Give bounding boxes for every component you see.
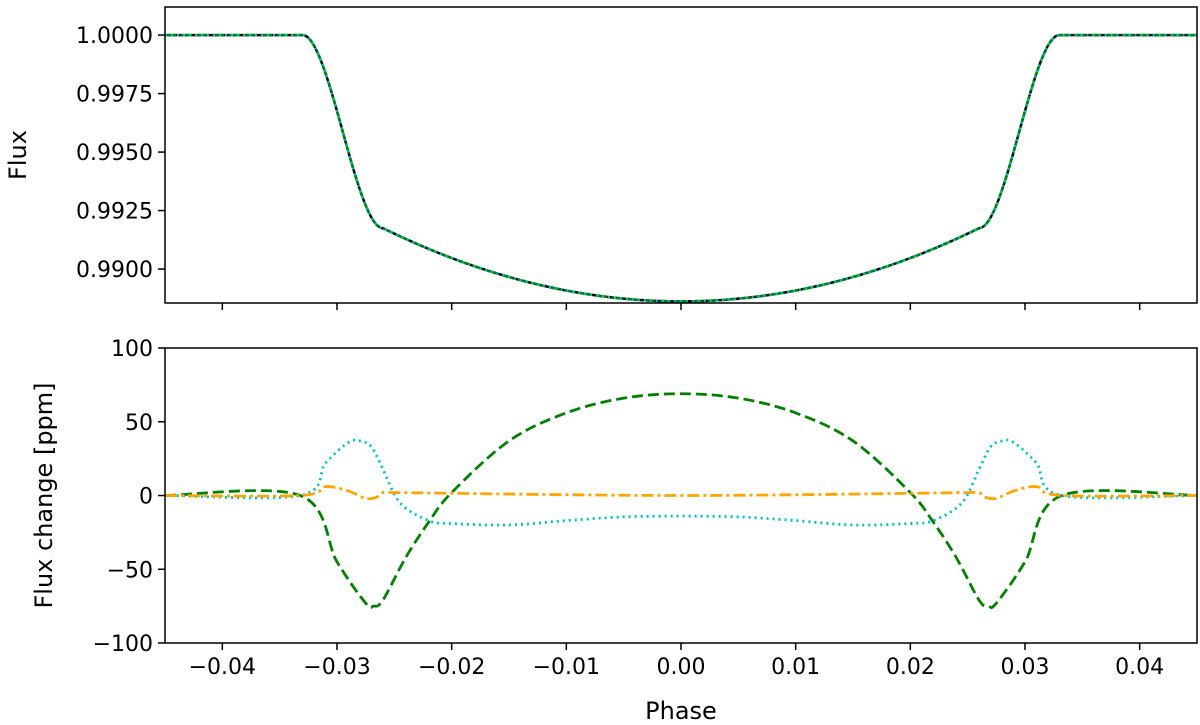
x-tick-label-2: −0.02 (418, 655, 485, 680)
x-tick-label-1: −0.03 (303, 655, 370, 680)
top-y-tick-label-3: 0.9975 (76, 83, 153, 108)
x-tick-label-3: −0.01 (533, 655, 600, 680)
top-tick-group: 0.9900 0.9925 0.9950 0.9975 1.0000 (76, 24, 1141, 310)
bottom-y-tick-label-3: 50 (125, 411, 153, 436)
bottom-y-axis-label: Flux change [ppm] (30, 382, 58, 608)
top-series-line-0 (165, 33, 1197, 303)
bottom-y-tick-label-4: 100 (111, 337, 153, 362)
top-series-line-2 (165, 33, 1197, 303)
x-tick-label-0: −0.04 (189, 655, 256, 680)
top-y-axis-label: Flux (4, 130, 32, 180)
top-y-tick-label-2: 0.9950 (76, 141, 153, 166)
top-series-line-1 (165, 33, 1197, 303)
x-tick-label-8: 0.04 (1115, 655, 1164, 680)
top-y-tick-label-1: 0.9925 (76, 200, 153, 225)
bottom-tick-group: −0.04 −0.03 −0.02 −0.01 0.00 0.01 0.02 0.03 0.04… (93, 337, 1165, 680)
top-flux-series-group (165, 33, 1197, 303)
top-plot-frame (164, 6, 1198, 304)
x-tick-label-6: 0.02 (886, 655, 935, 680)
x-tick-label-4: 0.00 (657, 655, 706, 680)
x-tick-label-7: 0.03 (1001, 655, 1050, 680)
bottom-y-tick-label-1: −50 (107, 558, 153, 583)
bottom-y-tick-label-0: −100 (93, 632, 153, 657)
bottom-y-tick-label-2: 0 (139, 485, 153, 510)
top-y-tick-label-4: 1.0000 (76, 24, 153, 49)
bottom-series-line-0 (164, 392, 1198, 609)
x-tick-label-5: 0.01 (771, 655, 820, 680)
bottom-flux-change-panel: −0.04 −0.03 −0.02 −0.01 0.00 0.01 0.02 0.03 0.04… (30, 337, 1198, 725)
bottom-flux-change-series-group (164, 392, 1198, 609)
top-y-tick-label-0: 0.9900 (76, 258, 153, 283)
x-axis-label: Phase (645, 697, 717, 725)
top-flux-panel: 0.9900 0.9925 0.9950 0.9975 1.0000 Flux (4, 6, 1198, 310)
bottom-series-line-2 (164, 485, 1198, 501)
bottom-series-line-1 (164, 438, 1198, 527)
